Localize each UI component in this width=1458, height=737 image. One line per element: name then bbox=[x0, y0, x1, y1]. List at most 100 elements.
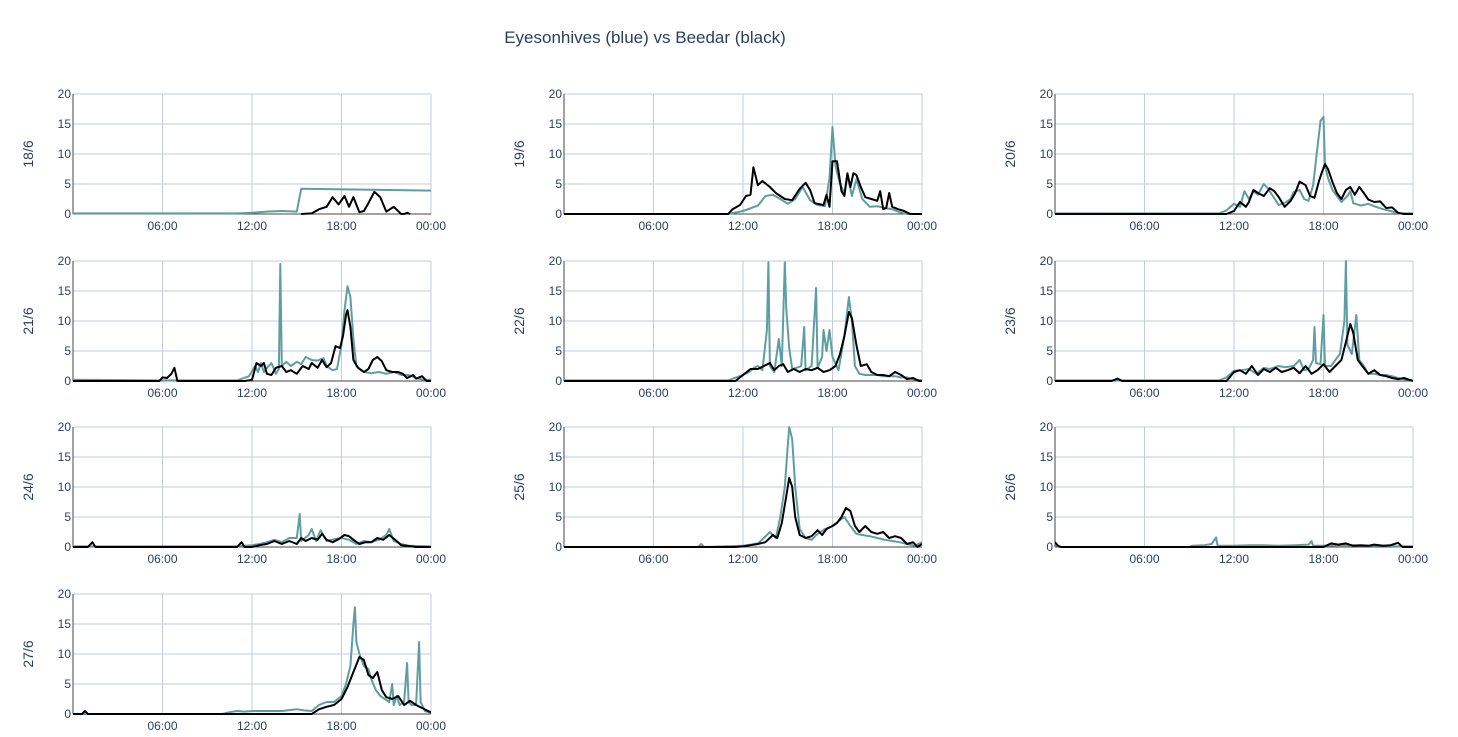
chart-title: Eyesonhives (blue) vs Beedar (black) bbox=[504, 28, 786, 47]
x-tick-label: 18:00 bbox=[817, 552, 847, 566]
beedar-series-line bbox=[1055, 541, 1413, 548]
y-tick-label: 20 bbox=[1040, 420, 1054, 434]
beedar-series-line bbox=[301, 190, 411, 215]
x-tick-label: 12:00 bbox=[237, 552, 267, 566]
y-tick-label: 20 bbox=[58, 87, 72, 101]
x-tick-label: 12:00 bbox=[728, 219, 758, 233]
panel-23-6: 0 5 10 15 20 06:00 12:00 18:00 00:00 23/6 bbox=[1002, 254, 1428, 400]
y-tick-label: 15 bbox=[58, 284, 72, 298]
y-tick-label: 0 bbox=[64, 707, 71, 721]
y-tick-label: 15 bbox=[58, 450, 72, 464]
x-tick-label: 06:00 bbox=[1129, 552, 1159, 566]
panel-18-6: 0 5 10 15 20 06:00 12:00 18:00 00:00 18/6 bbox=[20, 87, 446, 233]
x-tick-label: 00:00 bbox=[416, 386, 446, 400]
y-tick-label: 0 bbox=[555, 540, 562, 554]
x-tick-label: 12:00 bbox=[728, 552, 758, 566]
x-tick-label: 00:00 bbox=[907, 219, 937, 233]
panel-date-label: 22/6 bbox=[511, 307, 527, 334]
x-tick-label: 18:00 bbox=[326, 219, 356, 233]
x-tick-label: 06:00 bbox=[638, 552, 668, 566]
y-tick-label: 20 bbox=[58, 254, 72, 268]
panel-date-label: 23/6 bbox=[1002, 307, 1018, 334]
y-tick-label: 5 bbox=[1046, 177, 1053, 191]
y-tick-label: 20 bbox=[1040, 87, 1054, 101]
panel-25-6: 0 5 10 15 20 06:00 12:00 18:00 00:00 25/6 bbox=[511, 420, 937, 566]
panel-20-6: 0 5 10 15 20 06:00 12:00 18:00 00:00 20/6 bbox=[1002, 87, 1428, 233]
eyesonhives-series-line bbox=[1055, 260, 1413, 382]
eyesonhives-series-line bbox=[73, 187, 431, 215]
y-tick-label: 5 bbox=[64, 510, 71, 524]
y-tick-label: 5 bbox=[1046, 344, 1053, 358]
beedar-series-line bbox=[1055, 163, 1413, 215]
y-tick-label: 15 bbox=[1040, 450, 1054, 464]
x-tick-label: 06:00 bbox=[147, 386, 177, 400]
y-tick-label: 5 bbox=[555, 177, 562, 191]
x-tick-label: 12:00 bbox=[1219, 219, 1249, 233]
x-tick-label: 00:00 bbox=[1398, 386, 1428, 400]
x-tick-label: 12:00 bbox=[237, 719, 267, 733]
panel-date-label: 24/6 bbox=[20, 473, 36, 500]
y-tick-label: 5 bbox=[64, 677, 71, 691]
y-tick-label: 20 bbox=[549, 87, 563, 101]
eyesonhives-series-line bbox=[73, 513, 431, 548]
x-tick-label: 06:00 bbox=[147, 219, 177, 233]
x-tick-label: 00:00 bbox=[907, 386, 937, 400]
y-tick-label: 10 bbox=[58, 647, 72, 661]
eyesonhives-series-line bbox=[564, 126, 922, 215]
beedar-series-line bbox=[1055, 323, 1413, 382]
x-tick-label: 00:00 bbox=[907, 552, 937, 566]
y-tick-label: 15 bbox=[58, 117, 72, 131]
eyesonhives-series-line bbox=[73, 606, 431, 715]
panel-date-label: 25/6 bbox=[511, 473, 527, 500]
x-tick-label: 06:00 bbox=[638, 386, 668, 400]
x-tick-label: 12:00 bbox=[237, 219, 267, 233]
x-tick-label: 06:00 bbox=[147, 719, 177, 733]
x-tick-label: 06:00 bbox=[1129, 386, 1159, 400]
x-tick-label: 18:00 bbox=[1308, 219, 1338, 233]
panel-22-6: 0 5 10 15 20 06:00 12:00 18:00 00:00 22/6 bbox=[511, 254, 937, 400]
x-tick-label: 12:00 bbox=[1219, 552, 1249, 566]
y-tick-label: 15 bbox=[1040, 117, 1054, 131]
panel-21-6: 0 5 10 15 20 06:00 12:00 18:00 00:00 21/6 bbox=[20, 254, 446, 400]
y-tick-label: 5 bbox=[555, 510, 562, 524]
x-tick-label: 18:00 bbox=[1308, 386, 1338, 400]
y-tick-label: 10 bbox=[58, 314, 72, 328]
x-tick-label: 00:00 bbox=[416, 552, 446, 566]
x-tick-label: 00:00 bbox=[416, 219, 446, 233]
panel-date-label: 18/6 bbox=[20, 140, 36, 167]
x-tick-label: 00:00 bbox=[416, 719, 446, 733]
y-tick-label: 0 bbox=[1046, 374, 1053, 388]
y-tick-label: 10 bbox=[1040, 314, 1054, 328]
panel-26-6: 0 5 10 15 20 06:00 12:00 18:00 00:00 26/6 bbox=[1002, 420, 1428, 566]
y-tick-label: 5 bbox=[1046, 510, 1053, 524]
y-tick-label: 10 bbox=[549, 147, 563, 161]
x-tick-label: 12:00 bbox=[728, 386, 758, 400]
y-tick-label: 15 bbox=[1040, 284, 1054, 298]
x-tick-label: 18:00 bbox=[326, 552, 356, 566]
y-tick-label: 15 bbox=[549, 284, 563, 298]
y-tick-label: 20 bbox=[549, 420, 563, 434]
y-tick-label: 5 bbox=[555, 344, 562, 358]
panel-date-label: 26/6 bbox=[1002, 473, 1018, 500]
panel-date-label: 27/6 bbox=[20, 640, 36, 667]
y-tick-label: 10 bbox=[1040, 147, 1054, 161]
eyesonhives-series-line bbox=[73, 263, 431, 382]
x-tick-label: 18:00 bbox=[326, 386, 356, 400]
y-tick-label: 0 bbox=[64, 540, 71, 554]
x-tick-label: 06:00 bbox=[147, 552, 177, 566]
panel-24-6: 0 5 10 15 20 06:00 12:00 18:00 00:00 24/6 bbox=[20, 420, 446, 566]
panel-27-6: 0 5 10 15 20 06:00 12:00 18:00 00:00 27/6 bbox=[20, 587, 446, 733]
x-tick-label: 00:00 bbox=[1398, 552, 1428, 566]
y-tick-label: 5 bbox=[64, 177, 71, 191]
y-tick-label: 10 bbox=[58, 480, 72, 494]
panel-date-label: 20/6 bbox=[1002, 140, 1018, 167]
beedar-series-line bbox=[564, 311, 922, 382]
y-tick-label: 0 bbox=[555, 207, 562, 221]
x-tick-label: 18:00 bbox=[817, 219, 847, 233]
x-tick-label: 18:00 bbox=[326, 719, 356, 733]
panel-19-6: 0 5 10 15 20 06:00 12:00 18:00 00:00 19/6 bbox=[511, 87, 937, 233]
y-tick-label: 15 bbox=[549, 450, 563, 464]
beedar-series-line bbox=[73, 656, 431, 715]
y-tick-label: 20 bbox=[549, 254, 563, 268]
